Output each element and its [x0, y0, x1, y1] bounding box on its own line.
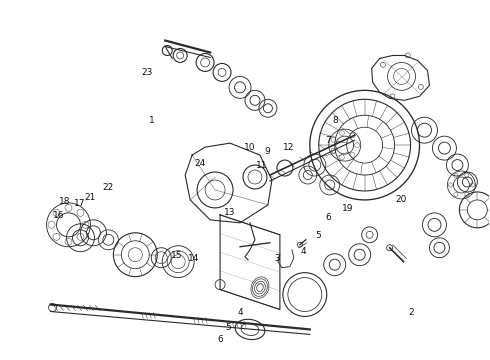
Text: 22: 22	[102, 183, 114, 192]
Text: 24: 24	[195, 159, 206, 168]
Text: 4: 4	[301, 247, 306, 256]
Text: 12: 12	[283, 143, 294, 152]
Text: 6: 6	[325, 213, 331, 222]
Text: 3: 3	[274, 255, 280, 264]
Text: 15: 15	[171, 251, 182, 260]
Text: 5: 5	[316, 231, 321, 240]
Text: 17: 17	[74, 199, 86, 208]
Text: 20: 20	[395, 195, 407, 204]
Text: 23: 23	[142, 68, 153, 77]
Text: 8: 8	[333, 116, 338, 125]
Text: 11: 11	[256, 161, 268, 170]
Text: 2: 2	[408, 308, 414, 317]
Text: 7: 7	[325, 136, 331, 145]
Text: 5: 5	[225, 323, 231, 332]
Text: 14: 14	[188, 255, 199, 264]
Text: 9: 9	[264, 147, 270, 156]
Text: 10: 10	[244, 143, 256, 152]
Text: 21: 21	[84, 193, 96, 202]
Text: 19: 19	[342, 204, 353, 213]
Text: 18: 18	[58, 197, 70, 206]
Text: 16: 16	[52, 211, 64, 220]
Text: 4: 4	[237, 308, 243, 317]
Text: 13: 13	[223, 208, 235, 217]
Text: 1: 1	[149, 116, 155, 125]
Text: 6: 6	[218, 335, 223, 344]
